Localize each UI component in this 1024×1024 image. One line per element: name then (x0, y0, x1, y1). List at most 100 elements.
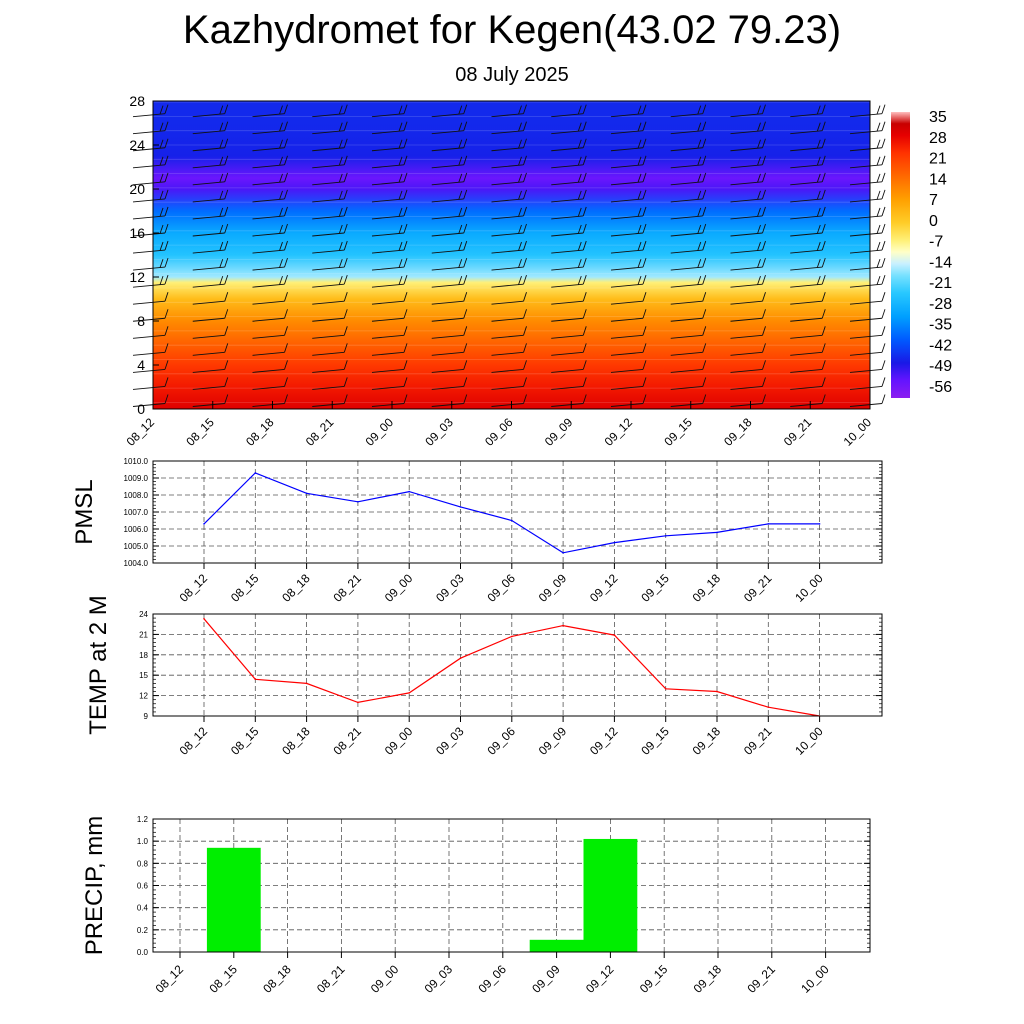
colorbar-label: -14 (929, 254, 952, 271)
temp2m-x-tick-label: 09_18 (690, 724, 724, 758)
temp2m-x-tick-label: 08_12 (177, 724, 211, 758)
wind-barb (132, 189, 169, 203)
precip-x-tick-label: 09_09 (529, 962, 563, 996)
wind-barb (551, 121, 587, 135)
wind-barb (730, 377, 766, 390)
wind-barb (312, 360, 348, 373)
wind-barb (551, 257, 587, 271)
temp2m-y-tick-label: 15 (139, 671, 148, 680)
wind-barb (132, 326, 169, 339)
section-x-tick-label: 08_15 (183, 415, 217, 449)
wind-barb (312, 189, 348, 203)
temp2m-point (767, 706, 770, 708)
pmsl-point (305, 492, 308, 495)
wind-barb (252, 155, 288, 169)
wind-barb (312, 275, 348, 288)
wind-barb (371, 172, 408, 186)
wind-barb (252, 394, 288, 407)
wind-barb (132, 394, 169, 407)
wind-barb (132, 360, 169, 373)
colorbar-label: -7 (929, 234, 943, 251)
wind-barb (491, 138, 527, 152)
wind-barb (790, 223, 826, 237)
section-x-tick-label: 09_03 (422, 415, 456, 449)
pmsl-y-axis-label: PMSL (71, 479, 98, 544)
pmsl-point (459, 506, 462, 508)
section-field (153, 101, 870, 409)
wind-barb (312, 121, 348, 135)
wind-barb (730, 309, 766, 322)
wind-barb (670, 155, 707, 169)
wind-barb (312, 292, 348, 305)
wind-barb (730, 257, 766, 271)
wind-barb (790, 326, 826, 339)
wind-barb (491, 206, 527, 220)
temp2m-point (254, 678, 257, 681)
wind-barb (192, 240, 229, 254)
precip-x-tick-label: 10_00 (798, 962, 832, 996)
wind-barb (551, 155, 587, 169)
colorbar-label: 35 (929, 109, 947, 126)
section-x-tick-label: 09_21 (781, 415, 815, 449)
wind-barb (491, 377, 527, 390)
precip-y-tick-label: 0.0 (137, 948, 149, 957)
wind-barb (730, 104, 766, 118)
precip-x-tick-label: 09_06 (475, 962, 509, 996)
wind-barb (132, 155, 169, 169)
wind-barb (670, 189, 707, 203)
pmsl-point (254, 472, 257, 474)
wind-barb (790, 343, 826, 356)
wind-barb (551, 377, 587, 390)
colorbar-label: 0 (929, 213, 938, 230)
precip-x-tick-label: 08_18 (260, 962, 294, 996)
wind-barb (730, 360, 766, 373)
wind-barb (790, 104, 826, 118)
wind-barb (312, 326, 348, 339)
wind-barb (730, 240, 766, 254)
temp2m-point (459, 657, 462, 659)
wind-barb (551, 326, 587, 339)
wind-barb (312, 206, 348, 220)
pmsl-y-tick-label: 1007.0 (124, 508, 149, 517)
wind-barb (849, 138, 886, 152)
temp2m-point (613, 634, 616, 636)
temp2m-x-tick-label: 09_21 (741, 724, 775, 758)
pmsl-point (357, 501, 359, 503)
wind-barb (491, 155, 527, 169)
wind-barb (192, 326, 229, 339)
temp2m-point (408, 692, 411, 694)
colorbar-label: -42 (929, 337, 952, 354)
pmsl-x-tick-label: 09_00 (382, 571, 416, 605)
wind-barb (371, 155, 408, 169)
chart-subtitle: 08 July 2025 (455, 64, 569, 86)
wind-barb (491, 292, 527, 305)
wind-barb (192, 257, 229, 271)
temp2m-x-tick-label: 09_15 (638, 724, 672, 758)
wind-barb (670, 172, 707, 186)
wind-barb (132, 309, 169, 322)
section-y-tick-label: 20 (129, 181, 145, 197)
wind-barb (670, 360, 707, 373)
wind-barb (849, 223, 886, 237)
pmsl-x-tick-label: 09_09 (536, 571, 570, 605)
section-x-tick-label: 09_12 (602, 415, 636, 449)
wind-barb (849, 394, 886, 407)
wind-barb (431, 394, 468, 407)
pmsl-x-tick-label: 08_18 (279, 571, 313, 605)
wind-barb (192, 121, 229, 135)
section-x-tick-label: 08_21 (303, 415, 337, 449)
section-x-tick-label: 09_15 (661, 415, 695, 449)
wind-barb (252, 257, 288, 271)
colorbar-label: -56 (929, 379, 952, 396)
wind-barb (132, 206, 169, 220)
wind-barb (790, 138, 826, 152)
section-y-tick-label: 4 (137, 357, 145, 373)
precip-x-tick-label: 09_00 (368, 962, 402, 996)
precip-y-tick-label: 0.4 (137, 904, 149, 913)
wind-barb (431, 121, 468, 135)
wind-barb (371, 206, 408, 220)
wind-barb (371, 240, 408, 254)
pmsl-x-tick-label: 09_18 (690, 571, 724, 605)
wind-barb (431, 275, 468, 288)
